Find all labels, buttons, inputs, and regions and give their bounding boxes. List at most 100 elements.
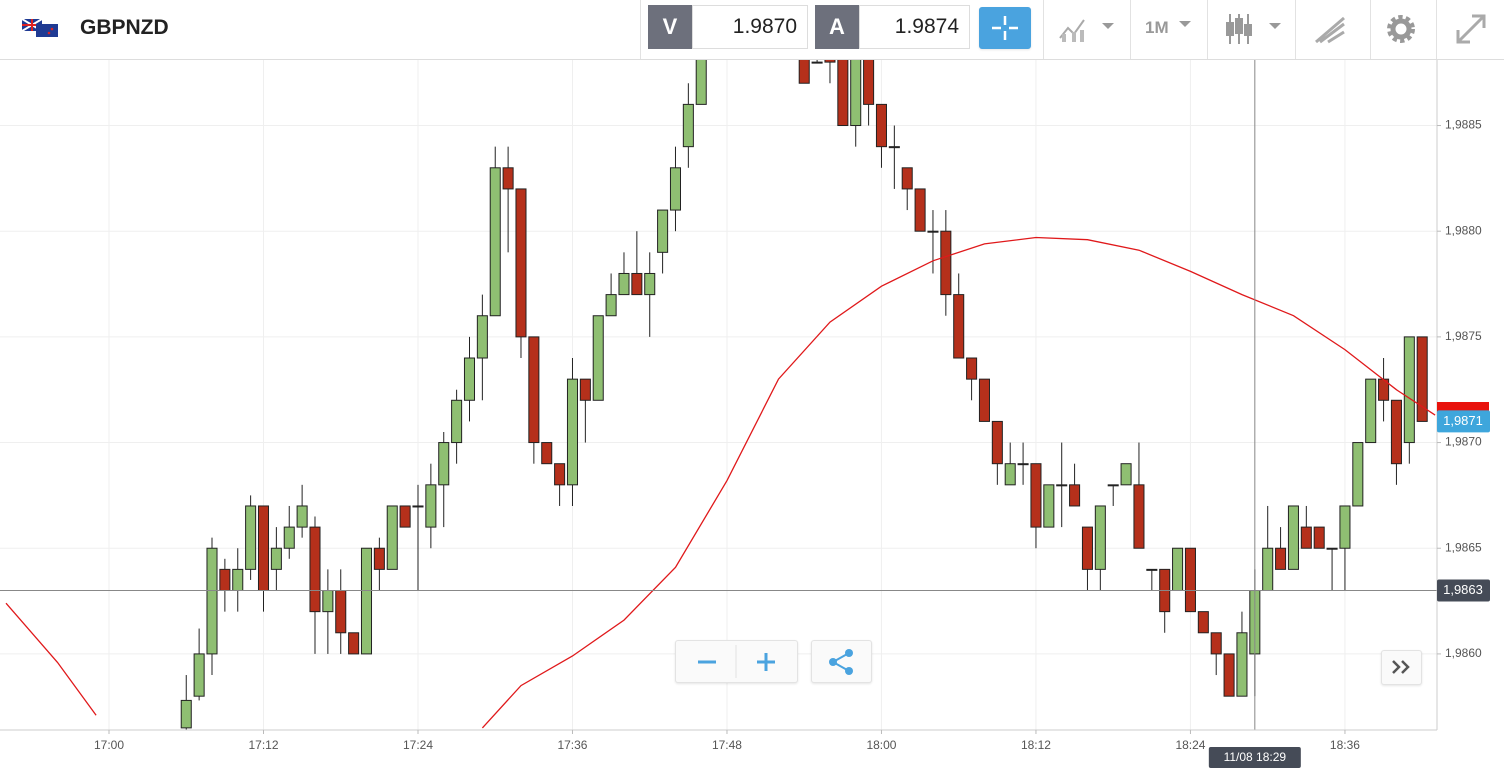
- crosshair-time-label: 11/08 18:29: [1224, 750, 1287, 764]
- candle-body: [978, 378, 990, 422]
- candle-body: [1326, 547, 1338, 550]
- candle-body: [695, 60, 707, 105]
- candle-body: [412, 505, 424, 508]
- candle-body: [927, 230, 939, 233]
- candle-body: [1081, 526, 1093, 570]
- x-tick-label: 18:24: [1175, 738, 1205, 752]
- candle-body: [438, 442, 450, 486]
- crosshair-time-box: [1208, 747, 1301, 768]
- candle-body: [232, 568, 244, 592]
- candle-body: [811, 61, 823, 64]
- candle-body: [1146, 568, 1158, 571]
- crosshair-price-label: 1,9863: [1443, 582, 1483, 597]
- candle-body: [605, 294, 617, 317]
- x-tick-label: 17:36: [557, 738, 587, 752]
- y-tick-label: 1,9865: [1445, 540, 1482, 554]
- last-price-label: 1,9871: [1443, 413, 1483, 428]
- candle-body: [322, 590, 334, 613]
- candle-body: [489, 167, 501, 317]
- separator: [1436, 0, 1437, 59]
- candle-body: [837, 60, 849, 127]
- candle-body: [1300, 526, 1312, 549]
- candle-body: [257, 505, 270, 592]
- x-tick-label: 17:24: [403, 738, 433, 752]
- sell-button[interactable]: V: [648, 5, 692, 49]
- candle-body: [901, 167, 913, 190]
- toolbar: GBPNZD V 1.9870 A 1.9874 1M: [0, 0, 1504, 60]
- candle-body: [1069, 484, 1081, 507]
- separator: [1043, 0, 1044, 59]
- candle-body: [940, 230, 952, 296]
- candle-body: [1339, 505, 1351, 549]
- candle-body: [335, 590, 347, 634]
- interval-button[interactable]: 1M: [1145, 18, 1169, 37]
- candle-body: [888, 146, 900, 149]
- separator: [640, 0, 641, 59]
- candle-body: [309, 526, 321, 613]
- candle-body: [515, 188, 527, 338]
- candle-body: [657, 209, 669, 253]
- sell-price[interactable]: 1.9870: [692, 5, 808, 49]
- candle-body: [863, 60, 875, 105]
- candle-body: [386, 505, 398, 570]
- share-button[interactable]: [811, 640, 872, 683]
- crosshair-price-box: [1437, 579, 1490, 602]
- x-tick-label: 17:48: [712, 738, 742, 752]
- candle-body: [1056, 484, 1068, 487]
- candle-body: [914, 188, 926, 232]
- candle-body: [1223, 653, 1235, 697]
- fullscreen-button[interactable]: [1454, 12, 1488, 46]
- candle-body: [1004, 463, 1016, 486]
- candle-body: [476, 315, 488, 359]
- candle-body: [644, 272, 656, 296]
- candle-body: [245, 505, 257, 570]
- grid: [0, 60, 1437, 730]
- chart-type-button[interactable]: [1225, 12, 1285, 46]
- candle-body: [1390, 399, 1402, 465]
- candle-body: [579, 378, 591, 401]
- moving-average-line: [5, 236, 1436, 729]
- flag-icon: [22, 19, 58, 37]
- candle-body: [1107, 484, 1119, 487]
- candle-body: [180, 699, 192, 729]
- candle-body: [283, 526, 295, 549]
- candle-body: [219, 568, 231, 592]
- separator: [1295, 0, 1296, 59]
- scroll-latest-button[interactable]: [1381, 650, 1422, 685]
- drawing-tools-button[interactable]: [1314, 14, 1350, 44]
- settings-button[interactable]: [1384, 12, 1418, 46]
- candle-body: [875, 103, 887, 148]
- candle-body: [1416, 336, 1428, 422]
- candle-body: [463, 357, 476, 401]
- buy-button[interactable]: A: [815, 5, 859, 49]
- candle-body: [1094, 505, 1106, 570]
- buy-price[interactable]: 1.9874: [859, 5, 970, 49]
- x-tick-label: 17:12: [248, 738, 278, 752]
- candle-body: [824, 60, 836, 63]
- crosshair-button[interactable]: [979, 7, 1031, 49]
- zoom-in[interactable]: [757, 653, 775, 671]
- candle-body: [1365, 378, 1377, 444]
- symbol[interactable]: GBPNZD: [80, 16, 169, 39]
- candle-body: [528, 336, 540, 444]
- indicators-button[interactable]: [1058, 14, 1118, 44]
- y-tick-label: 1,9885: [1445, 118, 1482, 132]
- x-tick-label: 18:36: [1330, 738, 1360, 752]
- separator: [1207, 0, 1208, 59]
- candle-body: [953, 294, 965, 359]
- candle-body: [798, 60, 810, 84]
- candle-body: [991, 420, 1003, 465]
- candle-body: [966, 357, 978, 380]
- y-tick-label: 1,9880: [1445, 223, 1482, 237]
- candle-body: [554, 463, 566, 486]
- candle-body: [1197, 611, 1209, 634]
- candle-body: [1030, 463, 1042, 528]
- dropdown-arrow: [1179, 21, 1191, 27]
- candle-body: [373, 547, 385, 570]
- candle-body: [348, 632, 360, 655]
- candle-body: [1133, 484, 1145, 549]
- x-tick-label: 17:00: [94, 738, 124, 752]
- candle-body: [541, 442, 553, 465]
- axes: 1,9860 1,9865 1,9870 1,9875 1,9880 1,9885 17:0…: [94, 118, 1482, 752]
